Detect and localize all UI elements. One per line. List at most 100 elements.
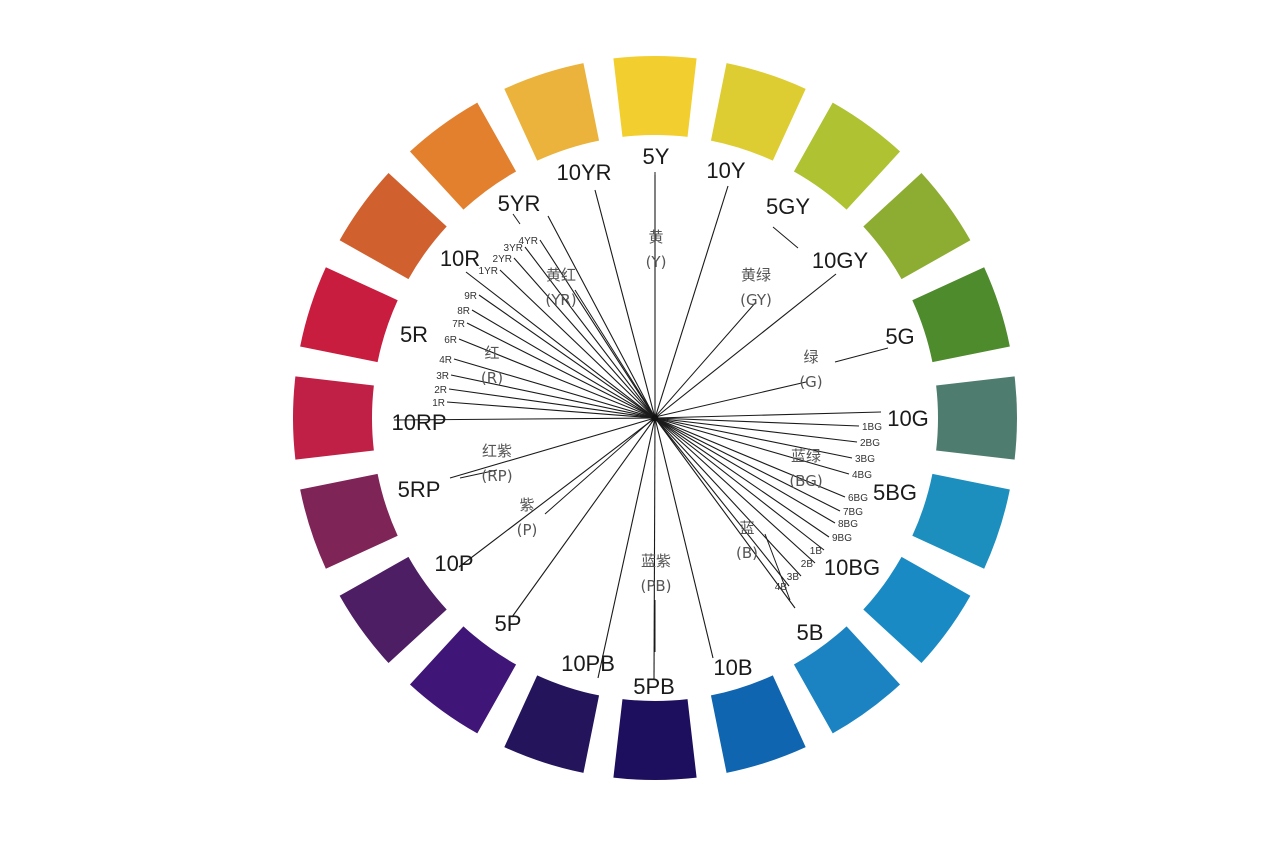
hue-segment-10rp xyxy=(293,376,374,460)
minor-hue-ray xyxy=(654,417,825,551)
minor-hue-ray xyxy=(524,246,656,419)
minor-hue-label-1b: 1B xyxy=(810,546,823,557)
hue-segment-10b xyxy=(710,675,806,773)
family-label--b-: 蓝 (B) xyxy=(736,519,758,562)
family-label--p-: 紫 (P) xyxy=(517,496,538,539)
family-code: (R) xyxy=(481,369,503,387)
minor-hue-label-3bg: 3BG xyxy=(855,454,875,465)
hue-segment-5y xyxy=(613,55,697,137)
hue-label-5rp: 5RP xyxy=(398,477,441,502)
minor-hue-ray xyxy=(654,417,841,512)
hue-label-10rp: 10RP xyxy=(391,410,446,435)
hue-ray xyxy=(449,417,656,479)
hue-ray xyxy=(547,215,656,419)
minor-hue-ray xyxy=(654,417,816,564)
family-label--gy-: 黄绿 (GY) xyxy=(740,266,772,309)
minor-hue-label-2b: 2B xyxy=(801,559,814,570)
hue-label-10pb: 10PB xyxy=(561,651,615,676)
minor-hue-ray xyxy=(448,388,656,419)
hue-segment-5b xyxy=(793,626,901,734)
minor-hue-label-8bg: 8BG xyxy=(838,519,858,530)
minor-hue-ray xyxy=(471,309,656,419)
hue-label-5gy: 5GY xyxy=(766,194,810,219)
hue-label-10b: 10B xyxy=(713,655,752,680)
minor-hue-label-9bg: 9BG xyxy=(832,533,852,544)
minor-hue-ray xyxy=(654,417,802,577)
minor-hue-ray xyxy=(453,358,656,419)
minor-hue-label-1r: 1R xyxy=(432,398,445,409)
family-name: 黄 xyxy=(648,228,663,246)
leader-line xyxy=(654,381,807,418)
minor-hue-ray xyxy=(499,269,656,419)
family-name: 绿 xyxy=(803,348,818,366)
hue-segment-10yr xyxy=(504,63,600,161)
family-label--r-: 红 (R) xyxy=(481,344,503,387)
family-label--yr-: 黄红 (YR) xyxy=(545,266,576,309)
hue-label-10bg: 10BG xyxy=(824,555,880,580)
minor-hue-ray xyxy=(654,417,850,475)
minor-hue-ray xyxy=(654,417,858,443)
hue-segment-5r xyxy=(300,267,398,363)
minor-hue-ray xyxy=(450,374,656,419)
hue-label-10p: 10P xyxy=(434,551,473,576)
minor-hue-label-4yr: 4YR xyxy=(519,236,538,247)
minor-hue-label-1bg: 1BG xyxy=(862,422,882,433)
minor-hue-label-4b: 4B xyxy=(775,582,788,593)
family-code: (G) xyxy=(799,373,822,391)
family-code: (YR) xyxy=(545,291,576,309)
hue-ray xyxy=(653,417,656,681)
hue-label-5g: 5G xyxy=(885,324,914,349)
hue-ray xyxy=(654,185,729,419)
hue-label-5yr: 5YR xyxy=(498,191,541,216)
family-label--pb-: 蓝紫 (PB) xyxy=(640,552,671,595)
minor-hue-label-9r: 9R xyxy=(464,291,477,302)
leader-line xyxy=(772,226,799,249)
hue-segment-10g xyxy=(936,376,1018,460)
hue-label-5r: 5R xyxy=(400,322,428,347)
hue-label-10g: 10G xyxy=(887,406,929,431)
minor-hue-ray xyxy=(654,417,836,524)
hue-label-5p: 5P xyxy=(495,611,522,636)
minor-hue-ray xyxy=(654,417,790,587)
hue-segment-10y xyxy=(710,63,806,161)
minor-hue-ray xyxy=(654,417,846,498)
family-name: 红 xyxy=(484,344,499,362)
minor-hue-label-2yr: 2YR xyxy=(493,254,512,265)
minor-hue-label-3r: 3R xyxy=(436,371,449,382)
minor-hue-ray xyxy=(458,338,656,419)
family-name: 蓝绿 xyxy=(791,447,821,465)
hue-label-10yr: 10YR xyxy=(556,160,611,185)
minor-hue-ray xyxy=(478,294,656,419)
family-code: (P) xyxy=(517,521,538,539)
wheel-center-dot xyxy=(651,414,659,422)
minor-hue-ray xyxy=(654,417,860,427)
minor-hue-ray xyxy=(466,322,656,419)
hue-label-5y: 5Y xyxy=(643,144,670,169)
family-name: 黄绿 xyxy=(741,266,771,284)
family-name: 蓝 xyxy=(739,519,754,537)
family-name: 蓝紫 xyxy=(641,552,671,570)
minor-hue-label-2r: 2R xyxy=(434,385,447,396)
family-label--y-: 黄 (Y) xyxy=(646,228,667,271)
hue-segment-10r xyxy=(339,172,447,280)
family-code: (RP) xyxy=(481,467,512,485)
minor-hue-ray xyxy=(446,401,656,419)
family-name: 红紫 xyxy=(482,442,512,460)
leader-line xyxy=(764,533,791,601)
hue-ray xyxy=(654,417,714,659)
minor-hue-label-7r: 7R xyxy=(452,319,465,330)
leader-line xyxy=(459,469,498,479)
hue-ray xyxy=(597,417,656,679)
hue-label-10gy: 10GY xyxy=(812,248,869,273)
hue-labels: 5Y 10Y 5GY 10GY 5G 10G 5BG 10BG 5B 10B 5PB 10PB 5P 10… xyxy=(391,144,928,699)
minor-hue-label-3yr: 3YR xyxy=(504,243,523,254)
leader-line xyxy=(544,416,656,515)
minor-hue-ray xyxy=(654,417,853,459)
minor-hue-label-8r: 8R xyxy=(457,306,470,317)
hue-label-5b: 5B xyxy=(797,620,824,645)
hue-segment-10p xyxy=(339,556,447,664)
minor-hue-label-3b: 3B xyxy=(787,572,800,583)
hue-segment-5bg xyxy=(912,473,1010,569)
family-code: (BG) xyxy=(789,472,822,490)
